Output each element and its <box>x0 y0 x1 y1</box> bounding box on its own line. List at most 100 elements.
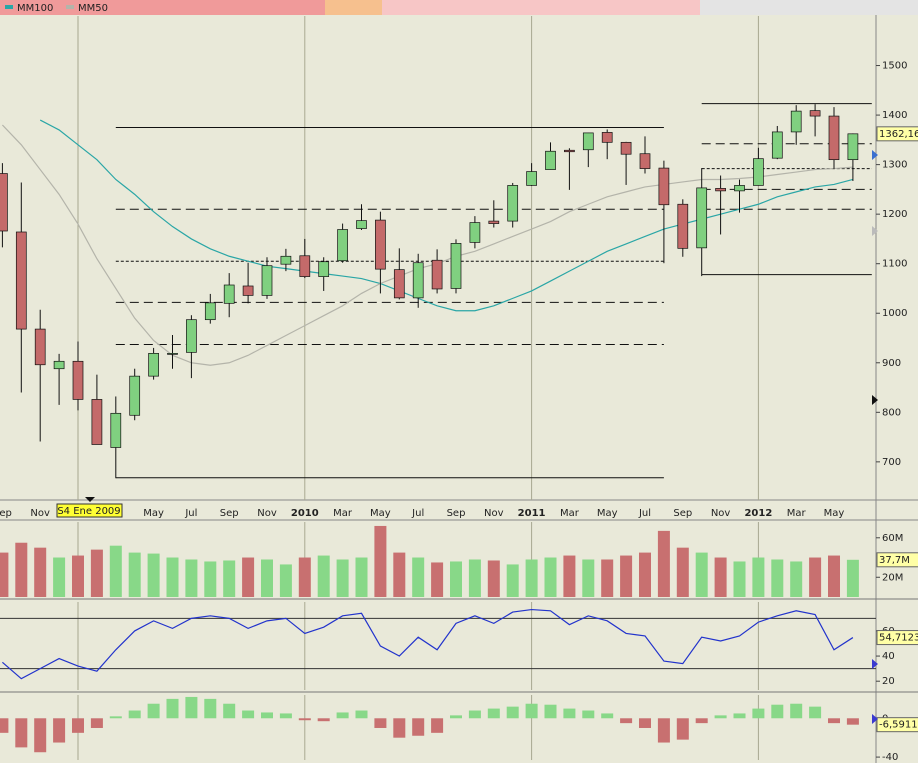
bar <box>676 547 689 597</box>
x-tick-label: May <box>143 508 164 519</box>
candle-body <box>658 167 670 206</box>
candle-body <box>167 353 178 355</box>
candle-body <box>299 255 311 277</box>
cursor-label: S4 Ene 2009 <box>57 506 120 517</box>
x-tick-label: Nov <box>711 508 731 519</box>
x-tick-label: Mar <box>333 508 353 519</box>
candle-body <box>431 259 443 290</box>
cursor-marker <box>85 497 95 502</box>
bar <box>412 718 425 736</box>
bar <box>279 713 292 719</box>
bar <box>450 561 462 597</box>
bar <box>412 557 425 597</box>
bar <box>601 559 614 597</box>
candle-body <box>771 131 783 159</box>
bar <box>53 718 66 743</box>
candle-body <box>828 115 840 161</box>
bar <box>15 542 28 597</box>
bar <box>90 549 103 597</box>
bar <box>620 718 633 724</box>
candle-body <box>601 132 613 143</box>
bar <box>582 710 595 719</box>
bar <box>15 718 28 748</box>
y-tick-label: 1400 <box>882 110 907 121</box>
bar <box>809 557 822 597</box>
x-tick-label: Nov <box>257 508 277 519</box>
candle-body <box>34 328 46 366</box>
top-bar <box>382 0 700 15</box>
value-label: 54,7123 <box>879 633 918 644</box>
x-tick-label: Sep <box>673 508 692 519</box>
bar <box>298 718 311 721</box>
bar <box>0 552 9 597</box>
candle-body <box>261 265 273 296</box>
bar <box>676 718 689 740</box>
x-tick-label: Jul <box>638 508 651 519</box>
bar <box>185 696 198 719</box>
y-tick-label: 60M <box>882 533 903 544</box>
moving-average <box>1 124 853 366</box>
bar <box>563 555 576 597</box>
marker <box>872 150 878 160</box>
candle-body <box>356 220 367 229</box>
y-tick-label: 1100 <box>882 259 907 270</box>
candle-body <box>318 261 330 277</box>
bar <box>261 559 273 597</box>
bar <box>72 718 84 733</box>
candle-body <box>280 255 292 265</box>
bar <box>279 564 292 597</box>
bar <box>752 557 765 597</box>
top-bar <box>700 0 918 15</box>
bar <box>0 718 9 733</box>
bar <box>336 559 349 597</box>
candle-body <box>753 158 764 186</box>
y-tick-label: 1200 <box>882 209 907 220</box>
x-tick-label: 2012 <box>744 508 772 519</box>
candle-body <box>223 284 235 304</box>
bar <box>790 703 803 719</box>
candle-body <box>148 353 159 377</box>
y-tick-label: 700 <box>882 457 901 468</box>
bar <box>639 718 651 728</box>
bar <box>487 708 500 719</box>
x-tick-label: Sep <box>447 508 466 519</box>
bar <box>695 718 708 724</box>
x-tick-label: Nov <box>30 508 50 519</box>
candle-body <box>620 141 632 155</box>
bar <box>166 698 179 719</box>
x-tick-label: Sep <box>0 508 12 519</box>
bar <box>506 706 519 719</box>
bar <box>809 706 822 719</box>
y-tick-label: 900 <box>882 358 901 369</box>
legend-swatch <box>5 5 13 9</box>
candle-body <box>450 243 462 289</box>
bar <box>695 552 708 597</box>
candle-body <box>809 110 821 117</box>
candle-body <box>469 222 481 243</box>
bar <box>53 557 66 597</box>
bar <box>657 530 670 597</box>
candle-body <box>204 302 216 321</box>
cursor-label-box <box>56 503 123 518</box>
bar <box>128 710 141 719</box>
bar <box>771 704 784 719</box>
bar <box>374 525 387 597</box>
x-tick-label: May <box>824 508 845 519</box>
bar <box>336 712 349 719</box>
bar <box>601 713 614 719</box>
bar <box>204 561 217 597</box>
candle-body <box>715 188 726 192</box>
value-label-box <box>876 717 918 733</box>
y-tick-label: 1300 <box>882 160 907 171</box>
bar <box>846 559 859 597</box>
candle-body <box>91 399 103 445</box>
bar <box>733 561 746 597</box>
candle-body <box>582 132 594 151</box>
candle-body <box>110 412 122 448</box>
bar <box>431 562 444 597</box>
bar <box>450 715 462 719</box>
candle-body <box>53 360 65 370</box>
bar <box>487 560 500 597</box>
candle-body <box>337 229 348 262</box>
